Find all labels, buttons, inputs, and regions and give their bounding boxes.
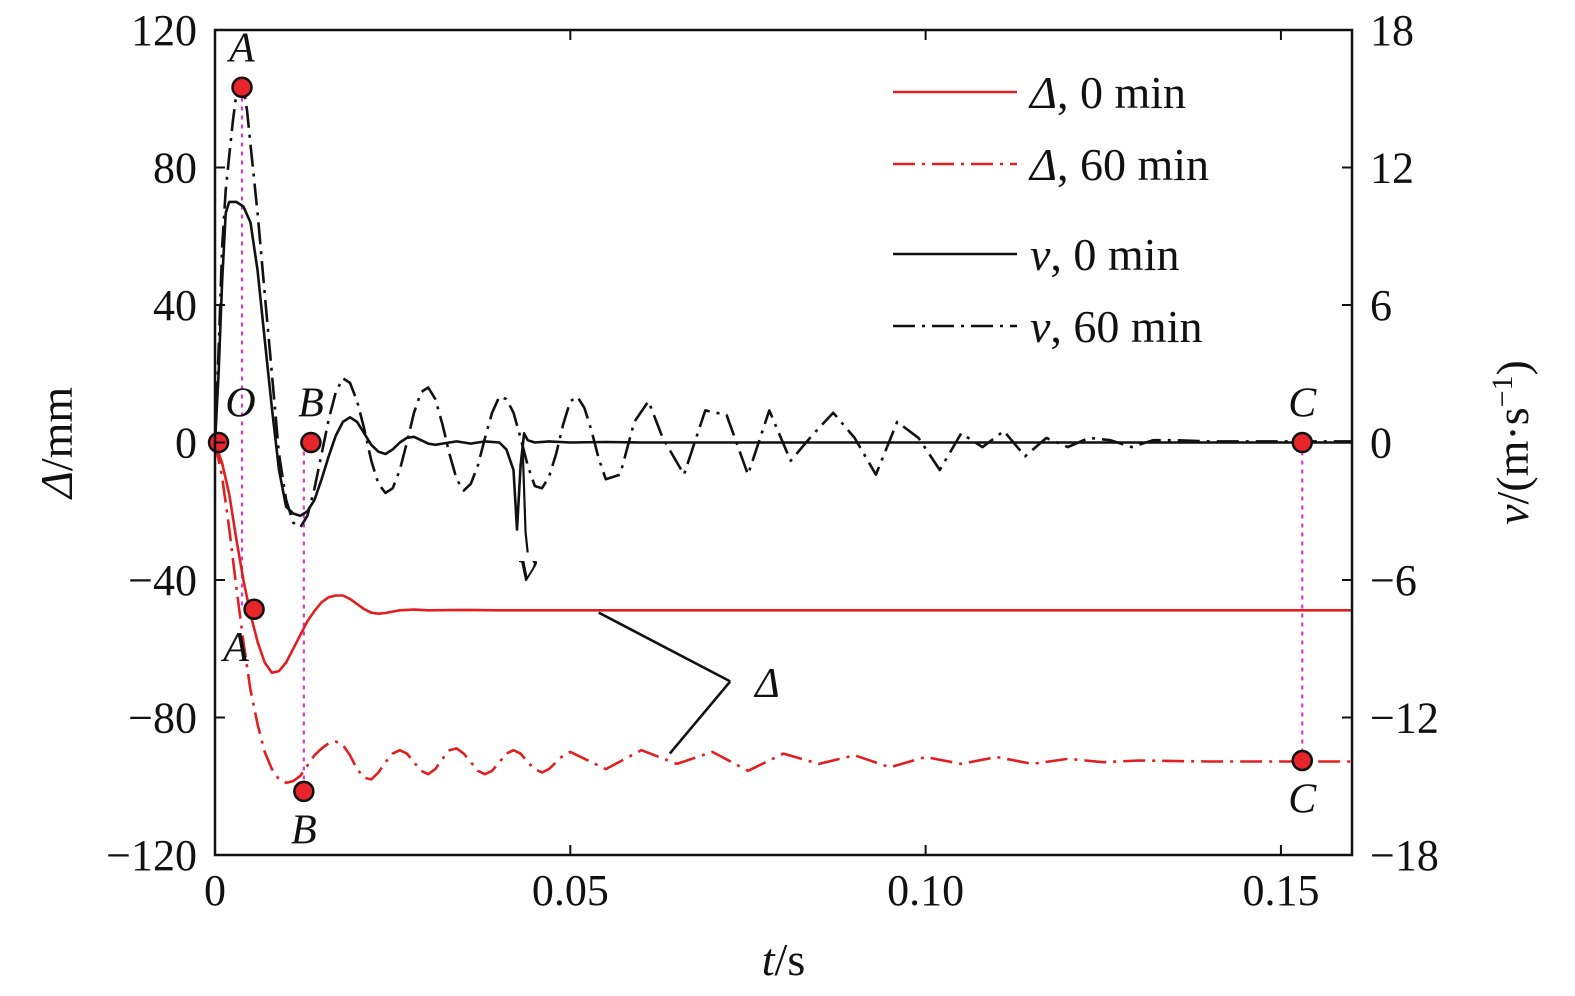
v-leader [521, 449, 529, 553]
marker-label-6: B [291, 807, 317, 853]
delta-leader-upper [598, 611, 731, 683]
delta-leader-lower [668, 680, 732, 755]
y-axis-right-label: v/(m·s−1) [1486, 360, 1538, 525]
legend-label-4: v, 60 min [1030, 301, 1202, 352]
axis-ticks: 0 0.05 0.10 0.15 120 80 40 0 −40 −80 −120 18 12 6 0 −6 −… [106, 6, 1439, 915]
y-right-tick-label: 0 [1370, 419, 1392, 468]
series-line-3 [213, 200, 1352, 531]
marker-label-3: B [298, 381, 324, 427]
x-tick-label: 0.10 [887, 866, 964, 915]
series-line-4 [213, 79, 1352, 529]
marker-point-1 [231, 76, 253, 99]
y-left-tick-label: 120 [131, 6, 197, 55]
y-left-tick-label: 40 [153, 281, 197, 330]
y-left-tick-label: −120 [106, 831, 197, 880]
marker-label-4: C [1288, 381, 1317, 427]
marker-label-5: A [220, 625, 249, 671]
legend-label-3: v, 0 min [1030, 229, 1179, 280]
marker-point-3 [300, 431, 322, 454]
series-line-1 [213, 442, 1352, 675]
y-left-tick-label: −40 [128, 556, 197, 605]
marker-label-2: O [225, 381, 255, 427]
legend: Δ, 0 min Δ, 60 min v, 0 min v, 60 min [893, 67, 1209, 352]
y-left-tick-label: −80 [128, 694, 197, 743]
marker-point-6 [293, 780, 315, 803]
annotation-v: v [518, 544, 537, 590]
y-right-tick-label: −6 [1370, 556, 1417, 605]
marker-point-4 [1291, 431, 1314, 454]
x-tick-label: 0.05 [532, 866, 609, 915]
annotation-leaders: vΔ [518, 449, 780, 755]
marker-label-1: A [226, 25, 255, 71]
y-right-tick-label: −12 [1370, 694, 1439, 743]
x-tick-label: 0.15 [1242, 866, 1319, 915]
x-axis-label: t/s [762, 934, 805, 985]
annotation-delta: Δ [753, 661, 780, 707]
series-layer [213, 79, 1352, 785]
series-line-2 [213, 442, 1352, 785]
y-right-tick-label: −18 [1370, 831, 1439, 880]
y-right-tick-label: 18 [1370, 6, 1414, 55]
guide-lines [240, 88, 1304, 792]
x-tick-label: 0 [204, 866, 226, 915]
y-right-tick-label: 6 [1370, 281, 1392, 330]
y-left-tick-label: 80 [153, 144, 197, 193]
marker-point-7 [1291, 749, 1314, 772]
legend-label-2: Δ, 60 min [1028, 139, 1209, 190]
y-axis-left-label: Δ/mm [31, 387, 82, 501]
y-right-tick-label: 12 [1370, 144, 1414, 193]
y-left-tick-label: 0 [175, 419, 197, 468]
marker-point-5 [243, 598, 265, 620]
marker-label-7: C [1288, 776, 1317, 822]
legend-label-1: Δ, 0 min [1028, 67, 1186, 118]
